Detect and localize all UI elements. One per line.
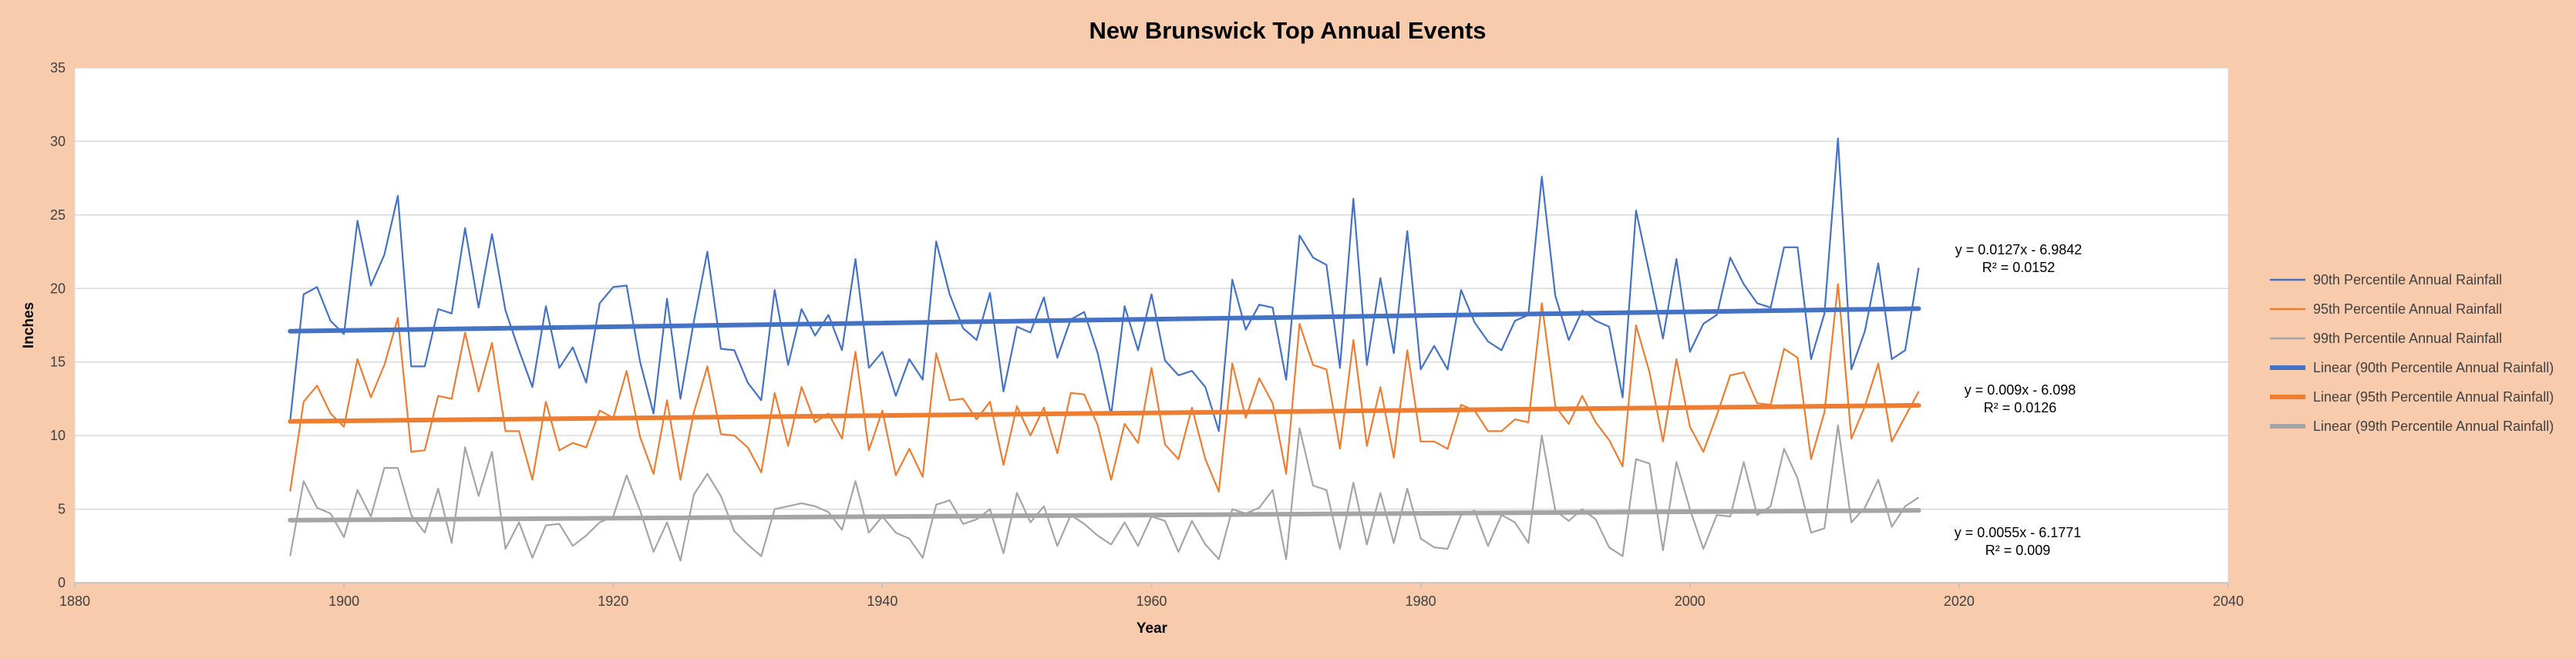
series-line-99 <box>289 424 1920 562</box>
legend-label-99: 99th Percentile Annual Rainfall <box>2313 331 2502 346</box>
series-line-95 <box>289 283 1920 493</box>
trendline-99-r2-text: R² = 0.009 <box>1985 543 2051 558</box>
y-tick-label-5: 5 <box>58 502 66 517</box>
x-tick-label-2040: 2040 <box>2213 593 2244 609</box>
x-tick-label-1940: 1940 <box>867 593 897 609</box>
trendline-90-equation-text: y = 0.0127x - 6.9842 <box>1955 242 2083 257</box>
y-axis-label: Inches <box>21 302 37 348</box>
series-line-90 <box>289 137 1920 432</box>
y-tick-label-10: 10 <box>50 428 66 443</box>
trendline-99 <box>288 508 1921 523</box>
x-axis-label: Year <box>1136 620 1168 637</box>
chart-title: New Brunswick Top Annual Events <box>1089 17 1486 44</box>
y-tick-label-25: 25 <box>50 207 66 223</box>
y-tick-label-0: 0 <box>58 575 66 590</box>
x-tick-label-2000: 2000 <box>1675 593 1706 609</box>
trendline-90-r2-text: R² = 0.0152 <box>1982 260 2056 275</box>
y-tick-label-20: 20 <box>50 281 66 296</box>
trendline-90 <box>288 306 1921 334</box>
x-tick-label-2020: 2020 <box>1944 593 1975 609</box>
trendlines <box>288 306 1921 523</box>
trendline-95-r2-text: R² = 0.0126 <box>1984 400 2057 415</box>
x-tick-label-1900: 1900 <box>328 593 359 609</box>
legend: 90th Percentile Annual Rainfall 95th Per… <box>2270 272 2554 434</box>
legend-label-linear-99: Linear (99th Percentile Annual Rainfall) <box>2313 419 2554 434</box>
x-tick-label-1980: 1980 <box>1406 593 1436 609</box>
legend-label-linear-90: Linear (90th Percentile Annual Rainfall) <box>2313 360 2554 375</box>
trendline-95 <box>288 402 1921 424</box>
trendline-99-equation: y = 0.0055x - 6.1771 R² = 0.009 <box>1955 525 2082 558</box>
series-lines <box>289 137 1920 562</box>
trendline-99-equation-text: y = 0.0055x - 6.1771 <box>1955 525 2082 540</box>
trendline-95-equation-text: y = 0.009x - 6.098 <box>1965 382 2076 398</box>
x-tick-label-1880: 1880 <box>59 593 90 609</box>
trendline-95-equation: y = 0.009x - 6.098 R² = 0.0126 <box>1965 382 2076 415</box>
trendline-90-equation: y = 0.0127x - 6.9842 R² = 0.0152 <box>1955 242 2083 275</box>
y-tick-label-30: 30 <box>50 133 66 149</box>
y-tick-label-15: 15 <box>50 355 66 370</box>
y-tick-label-35: 35 <box>50 60 66 76</box>
legend-label-linear-95: Linear (95th Percentile Annual Rainfall) <box>2313 389 2554 405</box>
legend-label-90: 90th Percentile Annual Rainfall <box>2313 272 2502 287</box>
y-axis-ticks: 0 5 10 15 20 25 30 35 <box>50 60 66 590</box>
x-axis-ticks: 1880 1900 1920 1940 1960 1980 2000 2020 2040 <box>59 583 2244 609</box>
x-tick-label-1960: 1960 <box>1136 593 1167 609</box>
x-tick-label-1920: 1920 <box>598 593 628 609</box>
legend-label-95: 95th Percentile Annual Rainfall <box>2313 301 2502 317</box>
